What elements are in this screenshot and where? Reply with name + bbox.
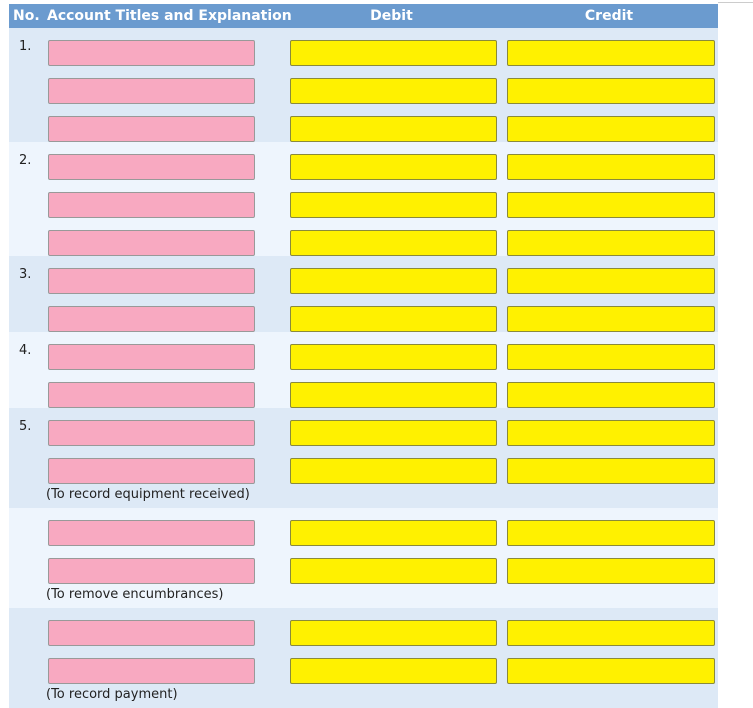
account-input[interactable]	[48, 40, 255, 66]
entry-number: 3.	[19, 267, 32, 282]
account-input[interactable]	[48, 458, 255, 484]
debit-input[interactable]	[290, 78, 497, 104]
debit-input[interactable]	[290, 382, 497, 408]
account-input[interactable]	[48, 192, 255, 218]
entry-note: (To remove encumbrances)	[46, 587, 224, 602]
entry-number: 1.	[19, 39, 32, 54]
account-input[interactable]	[48, 116, 255, 142]
debit-input[interactable]	[290, 268, 497, 294]
account-input[interactable]	[48, 344, 255, 370]
debit-input[interactable]	[290, 658, 497, 684]
entry-note: (To record payment)	[46, 687, 178, 702]
debit-input[interactable]	[290, 306, 497, 332]
account-input[interactable]	[48, 382, 255, 408]
credit-input[interactable]	[507, 268, 715, 294]
account-input[interactable]	[48, 306, 255, 332]
credit-input[interactable]	[507, 116, 715, 142]
debit-input[interactable]	[290, 40, 497, 66]
debit-input[interactable]	[290, 344, 497, 370]
debit-input[interactable]	[290, 520, 497, 546]
credit-input[interactable]	[507, 658, 715, 684]
account-input[interactable]	[48, 268, 255, 294]
account-input[interactable]	[48, 78, 255, 104]
debit-input[interactable]	[290, 116, 497, 142]
account-input[interactable]	[48, 658, 255, 684]
debit-input[interactable]	[290, 620, 497, 646]
entry-note: (To record equipment received)	[46, 487, 250, 502]
account-input[interactable]	[48, 230, 255, 256]
credit-input[interactable]	[507, 520, 715, 546]
header-account: Account Titles and Explanation	[47, 8, 292, 24]
entry-number: 2.	[19, 153, 32, 168]
credit-input[interactable]	[507, 458, 715, 484]
debit-input[interactable]	[290, 192, 497, 218]
credit-input[interactable]	[507, 40, 715, 66]
debit-input[interactable]	[290, 230, 497, 256]
account-input[interactable]	[48, 558, 255, 584]
debit-input[interactable]	[290, 458, 497, 484]
credit-input[interactable]	[507, 620, 715, 646]
credit-input[interactable]	[507, 382, 715, 408]
credit-input[interactable]	[507, 558, 715, 584]
header-debit: Debit	[370, 8, 413, 24]
header-credit: Credit	[584, 8, 634, 24]
entry-number: 5.	[19, 419, 32, 434]
credit-input[interactable]	[507, 344, 715, 370]
account-input[interactable]	[48, 520, 255, 546]
credit-input[interactable]	[507, 78, 715, 104]
debit-input[interactable]	[290, 558, 497, 584]
account-input[interactable]	[48, 420, 255, 446]
account-input[interactable]	[48, 620, 255, 646]
credit-input[interactable]	[507, 192, 715, 218]
credit-input[interactable]	[507, 154, 715, 180]
divider	[718, 2, 753, 3]
credit-input[interactable]	[507, 230, 715, 256]
header-bar	[9, 4, 718, 28]
header-no: No.	[13, 8, 40, 24]
debit-input[interactable]	[290, 420, 497, 446]
debit-input[interactable]	[290, 154, 497, 180]
account-input[interactable]	[48, 154, 255, 180]
credit-input[interactable]	[507, 306, 715, 332]
entry-number: 4.	[19, 343, 32, 358]
credit-input[interactable]	[507, 420, 715, 446]
